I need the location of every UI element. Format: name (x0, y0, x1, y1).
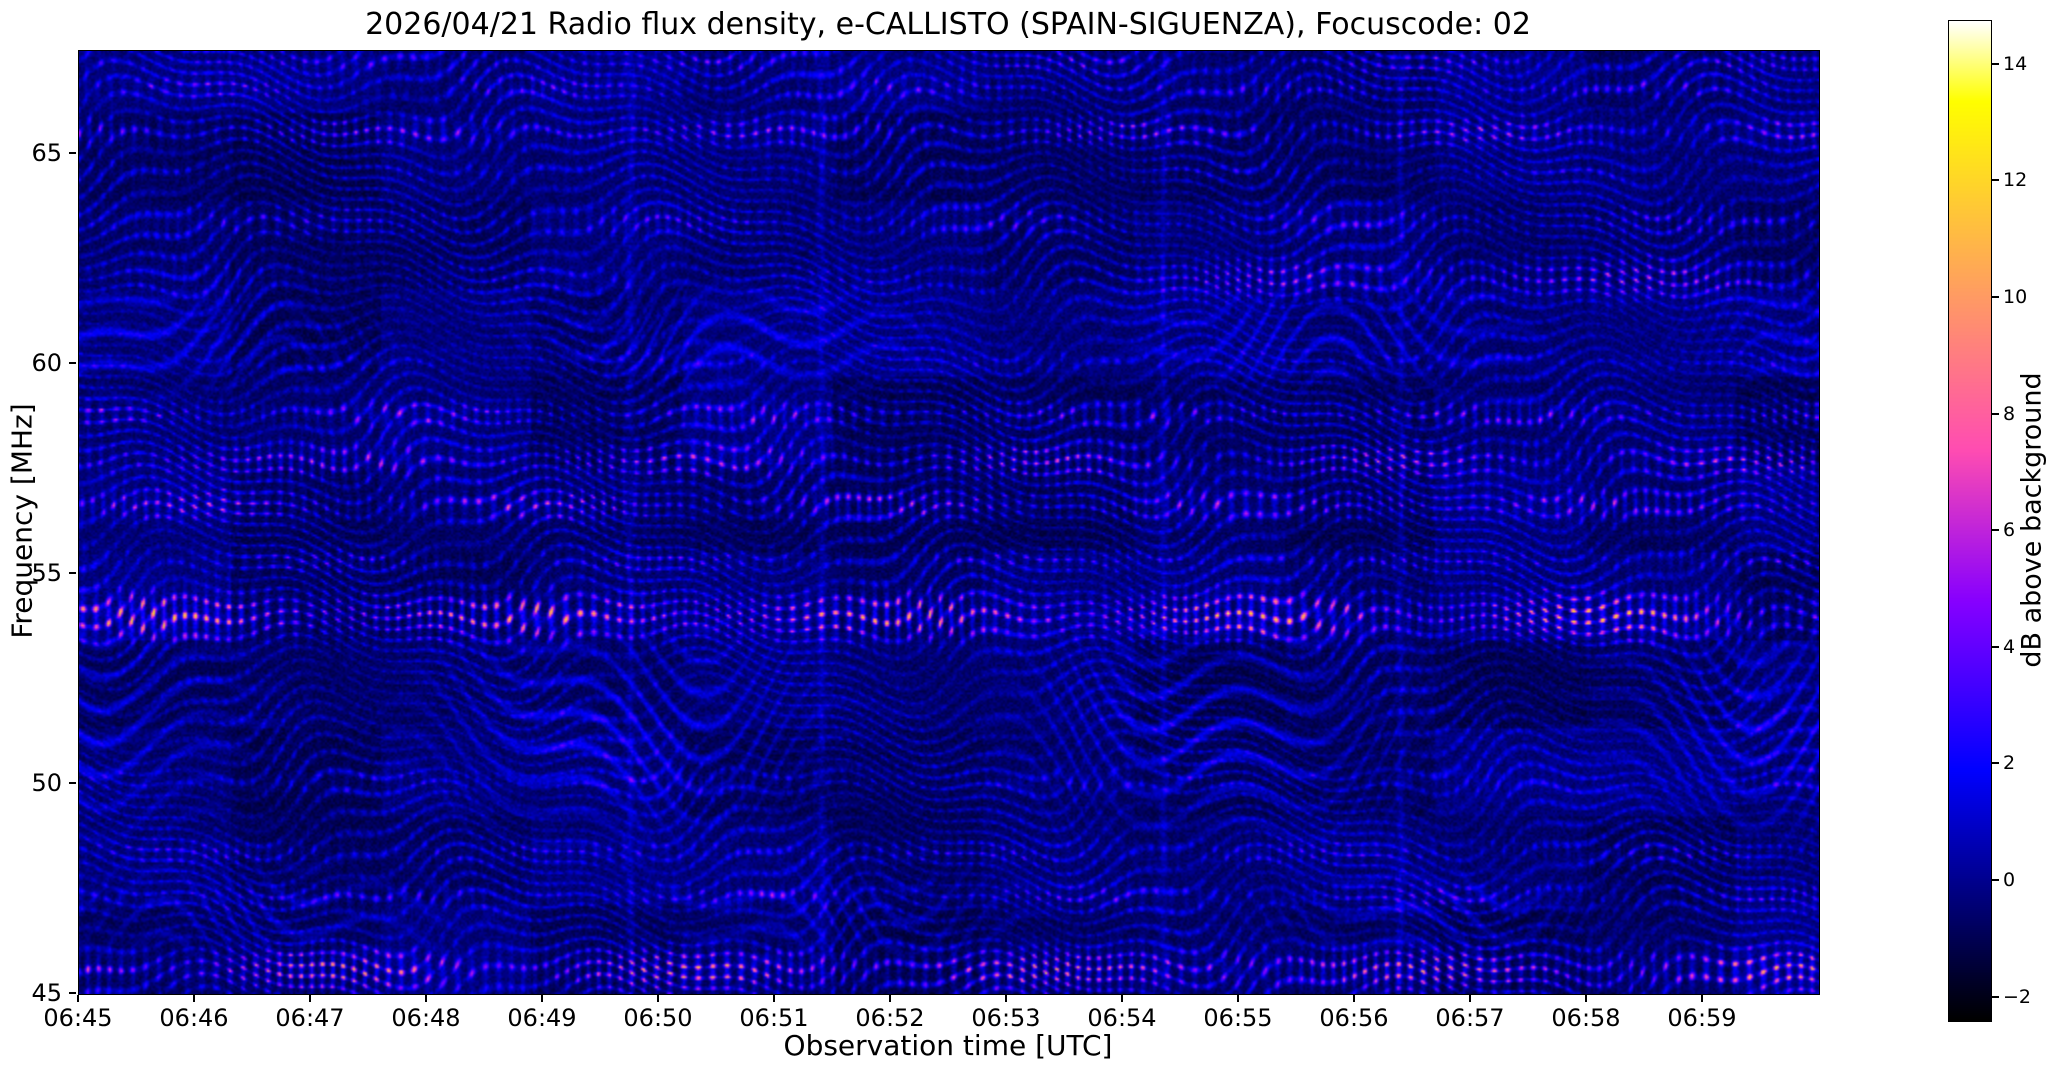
y-tick-mark (69, 361, 76, 364)
y-tick-label: 65 (31, 138, 62, 167)
y-tick-label: 55 (31, 558, 62, 587)
x-tick-label: 06:58 (1551, 1004, 1621, 1032)
colorbar-tick-mark (1992, 179, 1999, 182)
x-tick-mark (1121, 995, 1123, 1002)
y-tick-label: 45 (31, 979, 62, 1007)
colorbar-tick-label: 4 (2003, 635, 2016, 658)
colorbar-tick-mark (1992, 295, 1999, 298)
x-tick-label: 06:46 (159, 1004, 229, 1032)
x-tick-mark (1469, 995, 1471, 1002)
x-tick-mark (541, 995, 543, 1002)
x-tick-label: 06:52 (855, 1004, 925, 1032)
x-tick-label: 06:53 (971, 1004, 1041, 1032)
x-tick-mark (309, 995, 311, 1002)
x-tick-mark (425, 995, 427, 1002)
y-tick-mark (69, 151, 76, 154)
colorbar-tick-label: 10 (2003, 285, 2028, 308)
x-tick-label: 06:48 (391, 1004, 461, 1032)
colorbar-tick-label: 2 (2003, 752, 2016, 775)
colorbar-tick-mark (1992, 995, 1999, 998)
colorbar-tick-mark (1992, 529, 1999, 532)
x-tick-mark (1701, 995, 1703, 1002)
chart-title: 2026/04/21 Radio flux density, e-CALLIST… (365, 7, 1531, 42)
colorbar-tick-mark (1992, 412, 1999, 415)
x-tick-mark (77, 995, 79, 1002)
colorbar-tick-label: 6 (2003, 519, 2016, 542)
x-tick-label: 06:45 (43, 1004, 113, 1032)
y-tick-mark (69, 781, 76, 784)
x-tick-mark (1237, 995, 1239, 1002)
colorbar-gradient (1948, 20, 1992, 1022)
x-tick-label: 06:57 (1435, 1004, 1505, 1032)
x-tick-label: 06:49 (507, 1004, 577, 1032)
colorbar-tick-mark (1992, 762, 1999, 765)
colorbar-tick-label: 14 (2003, 52, 2028, 75)
x-tick-label: 06:47 (275, 1004, 345, 1032)
colorbar-label: dB above background (2016, 372, 2047, 668)
x-axis-label: Observation time [UTC] (783, 1029, 1113, 1062)
colorbar-tick-mark (1992, 62, 1999, 65)
x-tick-mark (1585, 995, 1587, 1002)
x-tick-mark (1353, 995, 1355, 1002)
y-tick-label: 50 (31, 768, 62, 797)
y-axis-label: Frequency [MHz] (5, 403, 39, 639)
colorbar-tick-label: 8 (2003, 402, 2016, 425)
colorbar-tick-mark (1992, 645, 1999, 648)
colorbar-tick-label: 0 (2003, 869, 2016, 892)
x-tick-mark (657, 995, 659, 1002)
colorbar-tick-mark (1992, 879, 1999, 882)
spectrogram-canvas (78, 50, 1820, 995)
x-tick-label: 06:55 (1203, 1004, 1273, 1032)
colorbar-tick-label: 12 (2003, 169, 2028, 192)
x-tick-label: 06:50 (623, 1004, 693, 1032)
x-tick-mark (1005, 995, 1007, 1002)
y-tick-mark (69, 571, 76, 574)
y-tick-label: 60 (31, 348, 62, 377)
colorbar-tick-label: −2 (2003, 985, 2032, 1008)
y-tick-mark (69, 992, 76, 994)
x-tick-mark (193, 995, 195, 1002)
x-tick-mark (773, 995, 775, 1002)
x-tick-label: 06:54 (1087, 1004, 1157, 1032)
x-tick-label: 06:51 (739, 1004, 809, 1032)
x-tick-label: 06:56 (1319, 1004, 1389, 1032)
x-tick-label: 06:59 (1667, 1004, 1737, 1032)
x-tick-mark (889, 995, 891, 1002)
